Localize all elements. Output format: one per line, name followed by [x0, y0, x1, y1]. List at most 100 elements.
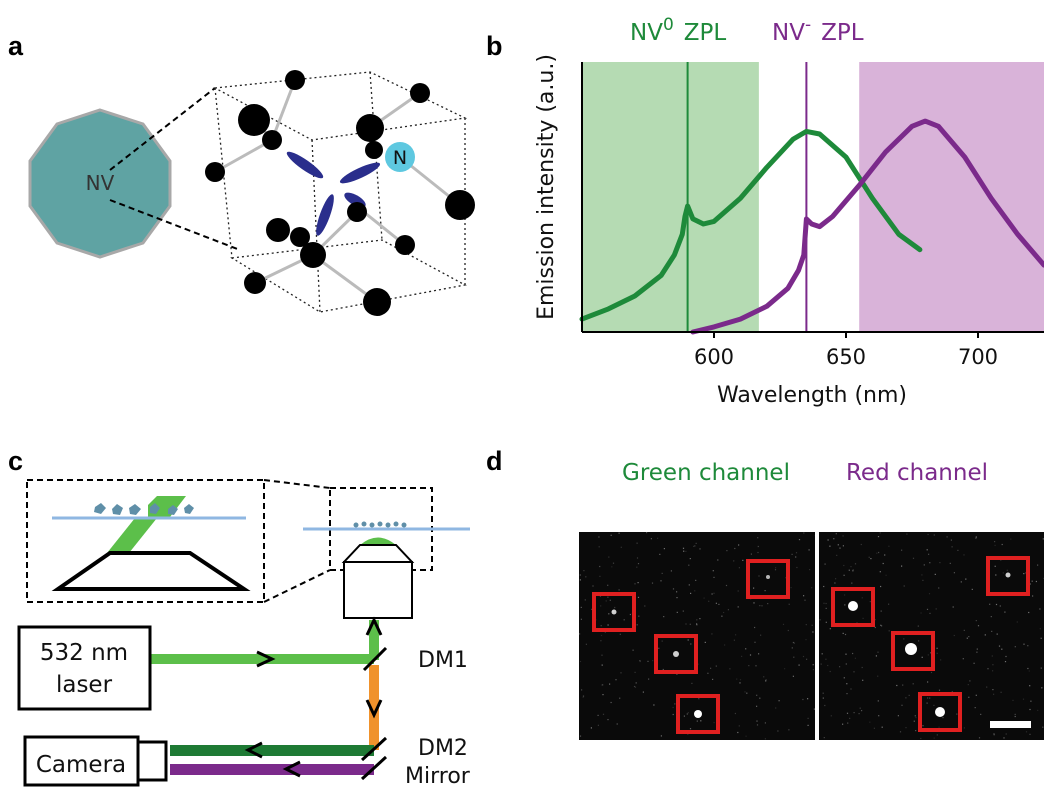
noise-speck: [590, 727, 592, 729]
noise-speck: [999, 605, 1001, 607]
red-emission-beam: [170, 764, 374, 775]
noise-speck: [824, 704, 826, 707]
excitation-beam-up: [369, 620, 379, 660]
green-channel-title: Green channel: [622, 460, 790, 486]
noise-speck: [879, 532, 881, 534]
noise-speck: [849, 717, 851, 719]
noise-speck: [888, 603, 890, 605]
noise-speck: [933, 534, 935, 536]
noise-speck: [820, 663, 822, 665]
noise-speck: [829, 628, 831, 630]
noise-speck: [928, 553, 930, 555]
red-channel-spots: [848, 572, 1011, 717]
noise-speck: [670, 570, 672, 572]
noise-speck: [602, 713, 605, 715]
noise-speck: [869, 601, 871, 603]
noise-speck: [1040, 637, 1042, 639]
noise-speck: [885, 574, 887, 576]
noise-speck: [610, 701, 612, 704]
noise-speck: [657, 537, 659, 539]
noise-speck: [1031, 580, 1033, 582]
noise-speck: [825, 621, 827, 623]
noise-speck: [877, 700, 879, 702]
noise-speck: [1041, 687, 1043, 689]
noise-speck: [602, 684, 604, 686]
noise-speck: [805, 639, 807, 641]
noise-speck: [930, 671, 933, 674]
sample-dots: [353, 521, 407, 528]
noise-speck: [963, 629, 965, 631]
noise-speck: [1039, 628, 1041, 630]
noise-speck: [993, 733, 995, 735]
noise-speck: [759, 697, 761, 699]
noise-speck: [957, 549, 959, 551]
noise-speck: [1037, 709, 1039, 711]
noise-speck: [915, 717, 917, 719]
noise-speck: [639, 660, 641, 662]
noise-speck: [844, 594, 846, 596]
noise-speck: [971, 588, 973, 590]
noise-speck: [861, 710, 863, 712]
noise-speck: [935, 608, 937, 610]
noise-speck: [960, 581, 962, 583]
dichroic-mirror-2: [360, 736, 388, 762]
noise-speck: [939, 562, 941, 564]
noise-speck: [609, 599, 611, 601]
noise-speck: [696, 619, 698, 621]
noise-speck: [812, 669, 814, 671]
noise-speck: [1004, 611, 1006, 613]
noise-speck: [683, 550, 685, 552]
noise-speck: [676, 611, 678, 613]
noise-speck: [917, 625, 919, 627]
nv-label: NV: [86, 171, 115, 195]
noise-speck: [991, 630, 993, 632]
noise-speck: [757, 545, 759, 548]
noise-speck: [877, 536, 880, 538]
noise-speck: [839, 547, 841, 549]
noise-speck: [764, 738, 766, 740]
noise-speck: [814, 534, 816, 537]
noise-speck: [602, 694, 604, 696]
inset-zoom-line-bottom: [263, 569, 331, 603]
noise-speck: [757, 551, 759, 554]
noise-speck: [739, 682, 741, 684]
noise-speck: [759, 605, 761, 607]
noise-speck: [693, 545, 695, 547]
noise-speck: [704, 641, 706, 643]
noise-speck: [644, 605, 646, 607]
noise-speck: [853, 712, 855, 714]
noise-speck: [804, 599, 806, 601]
laser-label-line1: 532 nm: [40, 640, 128, 666]
mirror: [360, 755, 388, 781]
noise-speck: [812, 631, 814, 633]
dm2-label: DM2: [418, 736, 468, 761]
noise-speck: [806, 658, 808, 660]
noise-speck: [761, 605, 763, 607]
noise-speck: [899, 731, 902, 733]
noise-speck: [953, 572, 955, 574]
noise-speck: [601, 664, 603, 666]
noise-speck: [1027, 667, 1029, 670]
noise-speck: [913, 720, 915, 722]
noise-speck: [792, 641, 794, 644]
noise-speck: [737, 590, 739, 592]
scale-bar: [990, 721, 1031, 728]
noise-speck: [687, 712, 689, 714]
noise-speck: [615, 679, 617, 681]
noise-speck: [990, 616, 992, 618]
noise-speck: [968, 696, 970, 698]
noise-speck: [777, 730, 779, 732]
noise-speck: [966, 637, 968, 639]
noise-speck: [634, 686, 637, 688]
noise-speck: [927, 654, 929, 656]
noise-speck: [998, 645, 1001, 647]
noise-speck: [807, 724, 809, 726]
noise-speck: [912, 557, 915, 559]
noise-speck: [774, 569, 777, 571]
noise-speck: [607, 624, 609, 626]
noise-speck: [822, 692, 824, 694]
noise-speck: [723, 611, 725, 614]
noise-speck: [842, 545, 844, 547]
noise-speck: [1023, 643, 1025, 645]
